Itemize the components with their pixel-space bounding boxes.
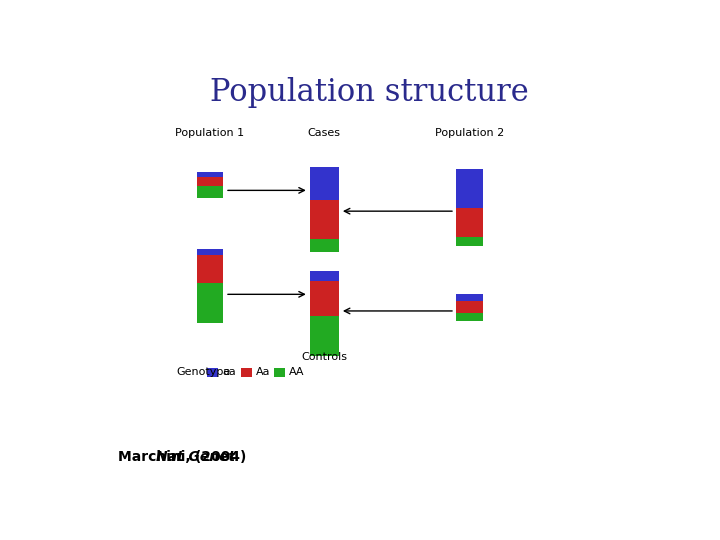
Bar	[240, 368, 252, 377]
Text: Controls: Controls	[302, 352, 347, 362]
Bar	[310, 316, 339, 356]
Bar	[310, 200, 339, 239]
Bar	[310, 271, 339, 281]
Bar	[456, 168, 483, 208]
Text: (2004): (2004)	[190, 450, 247, 464]
Text: Marchini,: Marchini,	[118, 450, 195, 464]
Text: Genotype: Genotype	[176, 367, 230, 377]
Text: AA: AA	[289, 367, 305, 377]
Text: Population 2: Population 2	[435, 127, 504, 138]
Text: Population structure: Population structure	[210, 77, 528, 109]
Bar	[197, 186, 223, 198]
Bar	[207, 368, 218, 377]
Text: Aa: Aa	[256, 367, 270, 377]
Bar	[456, 301, 483, 313]
Bar	[456, 208, 483, 238]
Bar	[197, 255, 223, 283]
Bar	[197, 248, 223, 255]
Bar	[310, 239, 339, 252]
Bar	[310, 281, 339, 316]
Text: Nat Genet: Nat Genet	[156, 450, 235, 464]
Text: Cases: Cases	[308, 127, 341, 138]
Bar	[456, 294, 483, 301]
Bar	[310, 167, 339, 200]
Bar	[456, 313, 483, 321]
Bar	[456, 238, 483, 246]
Text: Population 1: Population 1	[176, 127, 245, 138]
Bar	[197, 172, 223, 177]
Bar	[197, 283, 223, 322]
Text: aa: aa	[222, 367, 236, 377]
Bar	[274, 368, 285, 377]
Bar	[197, 177, 223, 186]
